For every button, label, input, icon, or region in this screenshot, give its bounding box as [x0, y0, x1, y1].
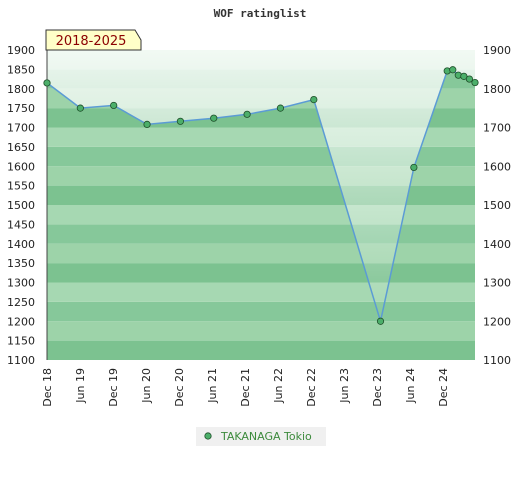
x-tick-label: Dec 19 [107, 368, 120, 407]
legend-label: TAKANAGA Tokio [220, 430, 312, 443]
x-tick-label: Jun 21 [206, 368, 219, 404]
data-point [276, 104, 285, 112]
area-highlight [47, 50, 475, 322]
x-tick-label: Jun 22 [272, 368, 285, 404]
y-tick-label-left: 1150 [7, 335, 35, 348]
band [47, 185, 475, 205]
y-tick-label-left: 1750 [7, 102, 35, 115]
data-point [471, 78, 479, 87]
y-tick-label-left: 1100 [7, 354, 35, 367]
data-point [449, 66, 457, 74]
legend-box [196, 427, 326, 446]
y-tick-label-left: 1900 [7, 44, 35, 57]
y-tick-label-left: 1500 [7, 199, 35, 212]
y-tick-label-left: 1800 [7, 83, 35, 96]
range-badge-label: 2018-2025 [56, 34, 127, 49]
x-tick-label: Jun 20 [140, 368, 153, 404]
x-tick-label: Dec 18 [41, 368, 54, 407]
band [47, 243, 475, 264]
chart-title: WOF ratinglist [214, 7, 307, 20]
y-axis-left: 1100 1150 1200 1250 1300 1350 1400 1450 1500 1550… [7, 44, 35, 367]
y-tick-label-right: 1900 [483, 44, 511, 57]
band [47, 301, 475, 322]
y-tick-label-left: 1250 [7, 296, 35, 309]
band [47, 205, 475, 225]
y-tick-label-right: 1300 [483, 277, 511, 290]
y-tick-label-left: 1850 [7, 63, 35, 76]
data-point [243, 110, 251, 118]
legend-marker-icon [204, 432, 212, 440]
y-tick-label-left: 1400 [7, 238, 35, 251]
x-axis: Dec 18 Jun 19 Dec 19 Jun 20 Dec 20 Jun 21 Dec … [41, 368, 450, 407]
range-badge-box [45, 29, 142, 51]
data-point [143, 120, 151, 129]
band [47, 282, 475, 302]
data-point [210, 114, 218, 122]
y-tick-label-right: 1400 [483, 238, 511, 251]
x-tick-label: Jun 19 [74, 368, 87, 404]
band [47, 224, 475, 244]
band [47, 340, 475, 360]
data-point [465, 75, 474, 83]
data-point [43, 79, 51, 87]
y-tick-label-right: 1100 [483, 354, 511, 367]
band [47, 263, 475, 283]
y-tick-label-left: 1600 [7, 160, 35, 173]
y-tick-label-left: 1300 [7, 277, 35, 290]
legend: TAKANAGA Tokio [196, 427, 326, 446]
x-tick-label: Dec 23 [371, 368, 384, 407]
y-tick-label-right: 1800 [483, 83, 511, 96]
y-tick-label-left: 1450 [7, 218, 35, 231]
x-tick-label: Dec 20 [173, 368, 186, 407]
x-tick-label: Jun 24 [404, 368, 417, 404]
y-tick-label-left: 1350 [7, 257, 35, 270]
data-point [76, 104, 84, 112]
range-badge: 2018-2025 [45, 29, 142, 51]
y-tick-label-right: 1200 [483, 315, 511, 328]
data-point [176, 117, 185, 125]
x-tick-label: Jun 23 [338, 368, 351, 404]
band [47, 321, 475, 341]
y-tick-label-right: 1700 [483, 122, 511, 135]
data-point [376, 317, 385, 325]
x-tick-label: Dec 21 [239, 368, 252, 407]
y-tick-label-left: 1700 [7, 122, 35, 135]
y-tick-label-left: 1650 [7, 141, 35, 154]
y-axis-right: 1100 1200 1300 1400 1500 1600 1700 1800 1900 [483, 44, 511, 367]
data-point [410, 163, 418, 172]
plot-background [46, 50, 475, 360]
series-group [43, 66, 479, 325]
data-point [110, 101, 118, 110]
y-tick-label-left: 1550 [7, 180, 35, 193]
data-point [310, 96, 318, 104]
y-tick-label-left: 1200 [7, 315, 35, 328]
x-tick-label: Dec 22 [305, 368, 318, 407]
y-tick-label-right: 1600 [483, 160, 511, 173]
x-tick-label: Dec 24 [437, 368, 450, 407]
y-tick-label-right: 1500 [483, 199, 511, 212]
